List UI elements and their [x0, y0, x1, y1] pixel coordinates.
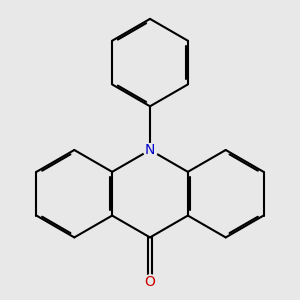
Text: O: O	[145, 275, 155, 290]
Text: N: N	[145, 143, 155, 157]
